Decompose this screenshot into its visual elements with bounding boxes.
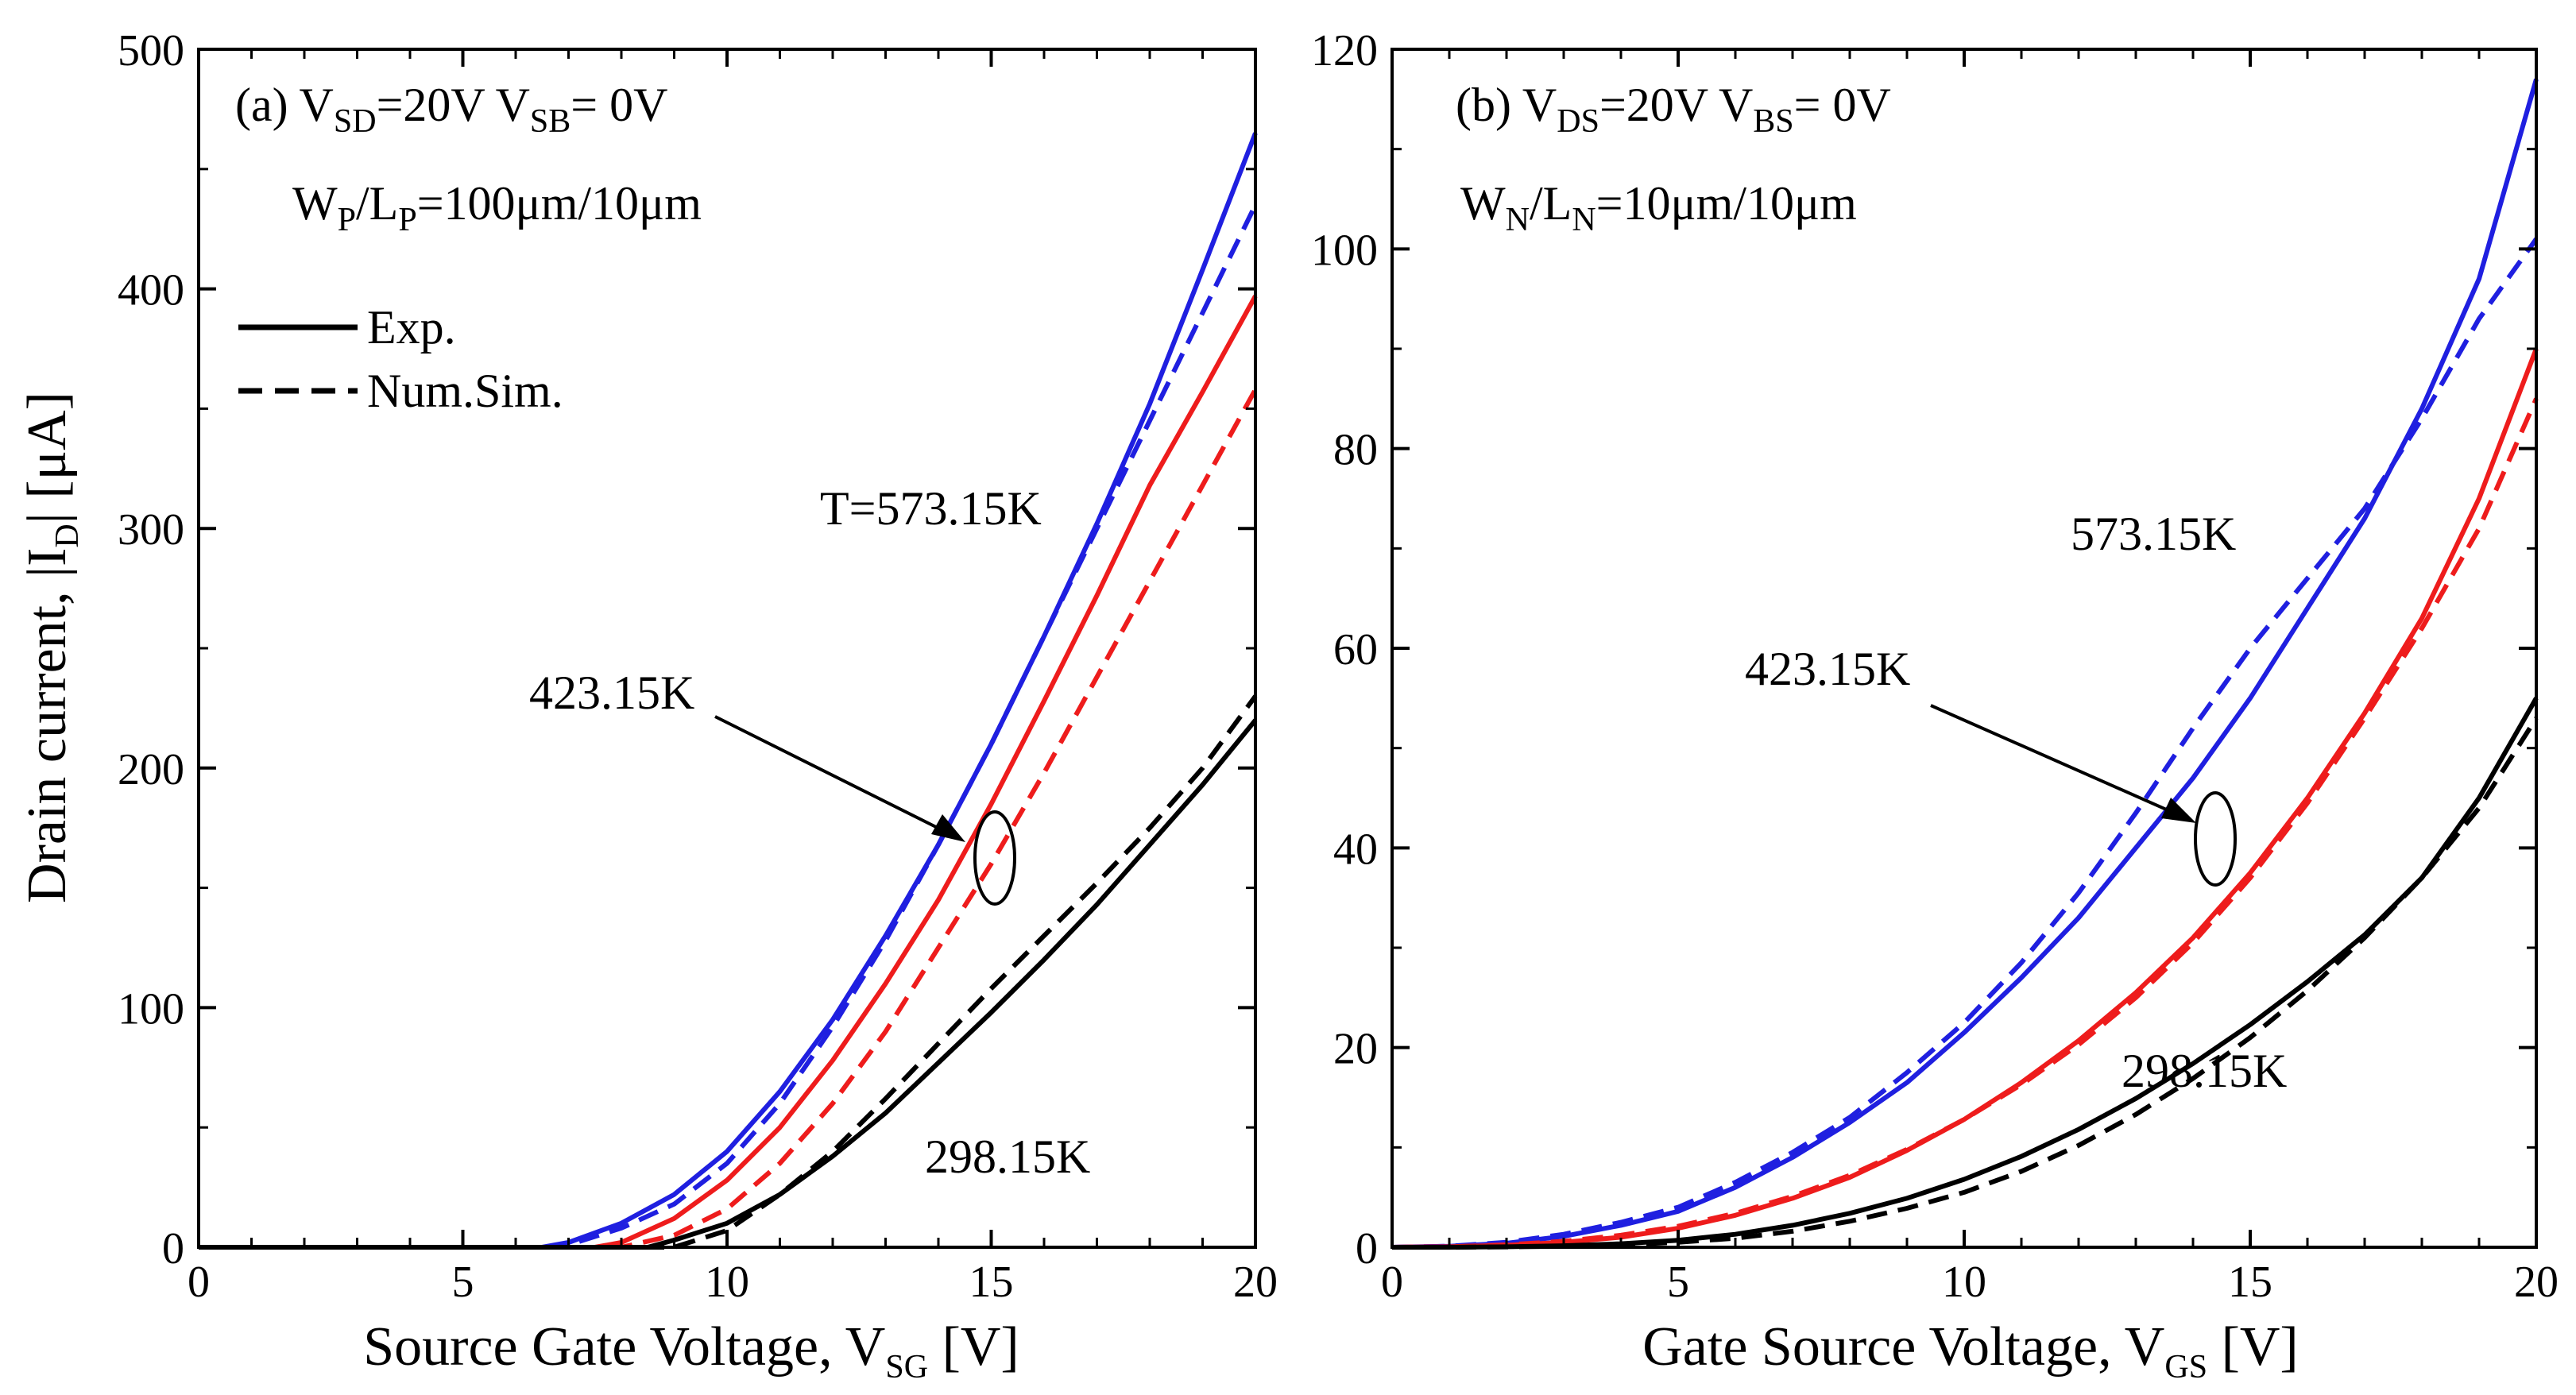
panel-a-x-tick-label: 20	[1233, 1258, 1278, 1307]
panel-a-y-tick-label: 500	[118, 26, 184, 75]
panel-a-arrow-shaft	[714, 715, 948, 834]
panel-b-series-group	[1391, 78, 2539, 1250]
panel-b-label-573k: 573.15K	[2071, 508, 2236, 560]
legend: Exp. Num.Sim.	[238, 301, 563, 417]
panel-b-y-tick-label: 100	[1311, 226, 1378, 275]
panel-a-x-tick-label: 15	[969, 1258, 1014, 1307]
panel-b-x-tick-label: 10	[1942, 1258, 1986, 1307]
panel-a-x-axis-label: Source Gate Voltage, VSG [V]	[363, 1316, 1019, 1385]
panel-b-label-298k: 298.15K	[2122, 1045, 2287, 1097]
panel-a-series-573-15k-num-sim-	[199, 203, 1258, 1250]
panel-a-label-423k: 423.15K	[529, 667, 694, 719]
panel-b-y-tick-label: 80	[1333, 426, 1378, 475]
panel-b: 0 5 10 15 20 0 20 40 60 80 100 120 (b) VDS=20V VBS=…	[1311, 26, 2559, 1385]
panel-a-arrow-head	[931, 814, 965, 842]
panel-b-geometry-label: WN/LN=10μm/10μm	[1460, 177, 1857, 238]
panel-b-arrow-shaft	[1930, 704, 2178, 816]
panel-a-bias-label: (a) VSD=20V VSB= 0V	[235, 79, 667, 140]
panel-b-y-tick-label: 60	[1333, 625, 1378, 674]
legend-exp-label: Exp.	[367, 301, 456, 354]
panel-a-series-423-15k-num-sim-	[199, 388, 1258, 1250]
panel-b-series-423-15k-num-sim-	[1391, 397, 2539, 1250]
panel-b-marker-ellipse	[2194, 791, 2237, 887]
panel-b-plot-area: 0 5 10 15 20 0 20 40 60 80 100 120	[1311, 26, 2559, 1307]
panel-b-series-423-15k-exp-	[1391, 347, 2539, 1250]
panel-b-y-tick-label: 0	[1356, 1224, 1378, 1273]
panel-a-series-298-15k-num-sim-	[199, 694, 1258, 1250]
panel-a-series-298-15k-exp-	[199, 718, 1258, 1250]
panel-b-y-tick-label: 40	[1333, 825, 1378, 874]
panel-a-x-tick-label: 5	[452, 1258, 474, 1307]
panel-a-series-573-15k-exp-	[199, 132, 1258, 1250]
panel-b-series-573-15k-num-sim-	[1391, 238, 2539, 1250]
panel-b-label-423k: 423.15K	[1745, 643, 1910, 695]
y-axis-label: Drain current, |ID| [μA]	[17, 392, 86, 903]
panel-b-x-tick-label: 5	[1667, 1258, 1689, 1307]
panel-a-label-298k: 298.15K	[925, 1130, 1090, 1183]
panel-b-y-tick-label: 120	[1311, 26, 1378, 75]
panel-a-series-group	[199, 132, 1258, 1250]
legend-sim-label: Num.Sim.	[367, 365, 563, 417]
panel-b-ticks: 0 5 10 15 20 0 20 40 60 80 100 120	[1311, 26, 2559, 1307]
panel-a-geometry-label: WP/LP=100μm/10μm	[292, 177, 702, 238]
panel-b-series-573-15k-exp-	[1391, 78, 2539, 1250]
panel-a-label-573k: T=573.15K	[820, 482, 1042, 535]
panel-a-y-tick-label: 0	[162, 1224, 184, 1273]
panel-a-series-423-15k-exp-	[199, 295, 1258, 1250]
panel-a-x-tick-label: 0	[188, 1258, 210, 1307]
panel-a-y-tick-label: 100	[118, 984, 184, 1034]
panel-b-series-298-15k-exp-	[1392, 697, 2539, 1250]
panel-b-x-tick-label: 20	[2514, 1258, 2559, 1307]
panel-b-x-tick-label: 0	[1381, 1258, 1403, 1307]
panel-b-y-tick-label: 20	[1333, 1025, 1378, 1074]
panel-b-x-axis-label: Gate Source Voltage, VGS [V]	[1642, 1316, 2299, 1385]
panel-b-x-tick-label: 15	[2228, 1258, 2272, 1307]
panel-a-y-tick-label: 200	[118, 745, 184, 794]
panel-b-arrow-head	[2161, 798, 2196, 823]
panel-a-marker-ellipse	[973, 810, 1016, 906]
panel-a-y-tick-label: 300	[118, 505, 184, 555]
panel-a-x-tick-label: 10	[705, 1258, 749, 1307]
panel-b-series-298-15k-num-sim-	[1392, 717, 2539, 1250]
panel-b-bias-label: (b) VDS=20V VBS= 0V	[1456, 79, 1891, 140]
panel-a-y-tick-label: 400	[118, 266, 184, 315]
